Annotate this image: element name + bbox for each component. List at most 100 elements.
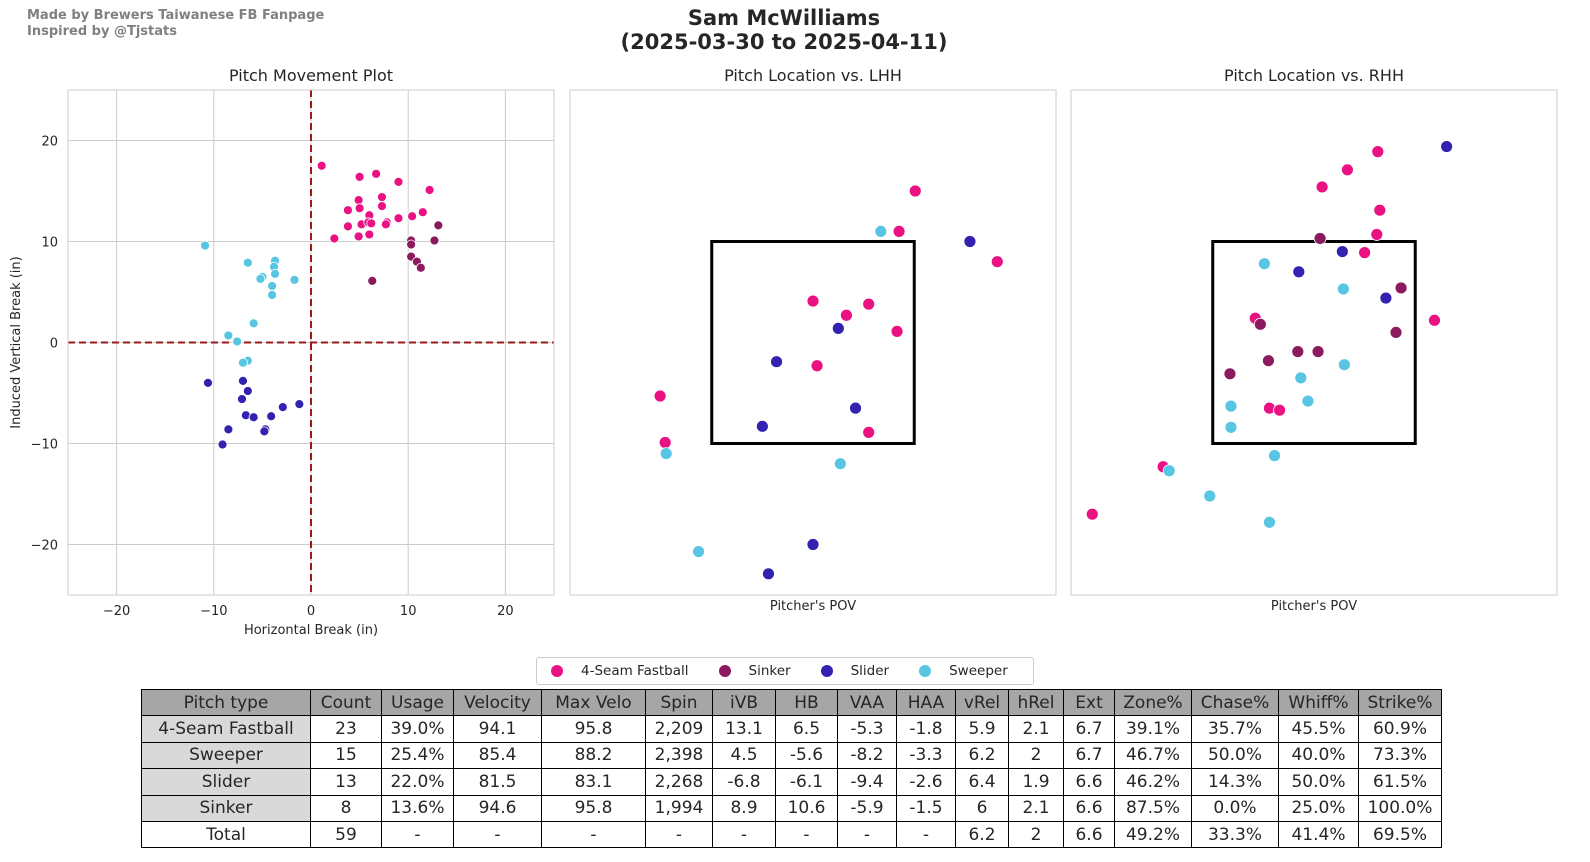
point-sweeper	[255, 273, 266, 284]
plot-title: Pitch Location vs. RHH	[1224, 66, 1404, 85]
point-4-seam-fastball	[377, 192, 387, 202]
table-cell: 5.9	[955, 715, 1009, 743]
point-sweeper	[267, 290, 278, 300]
table-cell: 6.2	[955, 741, 1009, 770]
legend-item: Slider	[820, 663, 890, 679]
table-cell: 73.3%	[1358, 741, 1442, 770]
pitch-type-cell: Total	[141, 820, 311, 849]
point-4-seam-fastball	[353, 195, 364, 205]
column-header: Velocity	[453, 688, 542, 717]
table-cell: 23	[310, 715, 382, 743]
x-tick-label: 10	[400, 604, 417, 619]
y-tick-label: −20	[31, 539, 58, 554]
point-slider	[248, 412, 259, 423]
point-4-seam-fastball	[862, 297, 876, 311]
column-header: hRel	[1008, 688, 1064, 717]
point-slider	[849, 401, 862, 415]
point-4-seam-fastball	[1358, 246, 1372, 260]
x-tick-label: −20	[103, 604, 130, 619]
point-4-seam-fastball	[371, 168, 382, 179]
point-4-seam-fastball	[1085, 507, 1099, 521]
point-slider	[203, 377, 213, 388]
axes-frame	[1070, 89, 1558, 596]
pitch-type-cell: Sinker	[141, 794, 311, 822]
point-sweeper	[242, 257, 253, 268]
legend-label: Slider	[850, 663, 890, 679]
legend-marker-icon	[718, 665, 731, 677]
column-header: VAA	[837, 688, 897, 717]
point-slider	[237, 394, 247, 404]
legend-item: Sinker	[718, 663, 791, 679]
point-sweeper	[248, 318, 259, 329]
table-cell: 40.0%	[1278, 741, 1359, 770]
point-sweeper	[1203, 489, 1217, 503]
point-slider	[1292, 265, 1306, 279]
chart-legend: 4-Seam Fastball Sinker Slider Sweeper	[536, 657, 1034, 685]
point-4-seam-fastball	[393, 177, 404, 187]
point-sweeper	[874, 224, 888, 238]
column-header: Strike%	[1358, 688, 1442, 717]
legend-item: Sweeper	[919, 663, 1008, 679]
table-cell: 6.2	[955, 820, 1009, 849]
table-cell: -6.1	[775, 768, 838, 796]
column-header: Usage	[381, 688, 454, 717]
table-cell: 94.1	[453, 715, 542, 743]
y-tick-label: 10	[41, 236, 58, 251]
table-cell: 6.6	[1063, 768, 1115, 796]
strike-zone	[1211, 240, 1417, 445]
point-4-seam-fastball	[366, 218, 377, 229]
table-cell: -5.3	[837, 715, 897, 743]
point-slider	[266, 411, 277, 422]
table-cell: -	[453, 820, 542, 849]
point-4-seam-fastball	[1370, 228, 1384, 241]
table-cell: -	[381, 820, 454, 849]
table-cell: 6	[955, 794, 1009, 822]
table-cell: -5.9	[837, 794, 897, 822]
point-slider	[755, 419, 769, 433]
table-cell: 95.8	[541, 794, 646, 822]
point-slider	[294, 399, 305, 410]
point-4-seam-fastball	[1371, 145, 1385, 159]
table-cell: 69.5%	[1358, 820, 1442, 849]
point-sweeper	[1263, 515, 1276, 529]
axes-frame	[67, 89, 555, 596]
point-4-seam-fastball	[990, 255, 1004, 269]
point-4-seam-fastball	[1373, 203, 1387, 217]
point-slider	[770, 355, 783, 369]
point-4-seam-fastball	[407, 211, 417, 222]
table-cell: -6.8	[712, 768, 776, 796]
table-cell: 87.5%	[1114, 794, 1192, 822]
pitch-type-cell: Slider	[141, 768, 311, 796]
point-slider	[238, 375, 248, 386]
plot-title: Pitch Movement Plot	[229, 66, 393, 85]
table-cell: -5.6	[775, 741, 838, 770]
legend-label: Sweeper	[949, 663, 1008, 679]
point-sinker	[1311, 345, 1325, 358]
table-cell: 0.0%	[1191, 794, 1279, 822]
point-slider	[806, 538, 820, 551]
table-cell: 6.7	[1063, 715, 1115, 743]
table-cell: 2.1	[1008, 715, 1064, 743]
point-sweeper	[270, 268, 280, 279]
point-sweeper	[289, 274, 300, 285]
column-header: vRel	[955, 688, 1009, 717]
table-cell: -3.3	[896, 741, 956, 770]
table-cell: 88.2	[541, 741, 646, 770]
point-4-seam-fastball	[417, 207, 428, 218]
pitch-type-cell: 4-Seam Fastball	[141, 715, 311, 743]
point-4-seam-fastball	[862, 425, 876, 439]
x-axis-label: Horizontal Break (in)	[244, 623, 378, 638]
point-sinker	[433, 220, 444, 231]
table-cell: 15	[310, 741, 382, 770]
table-cell: 33.3%	[1191, 820, 1279, 849]
point-4-seam-fastball	[806, 294, 820, 308]
point-slider	[242, 386, 253, 396]
point-sweeper	[692, 545, 705, 558]
table-cell: 14.3%	[1191, 768, 1279, 796]
table-cell: 60.9%	[1358, 715, 1442, 743]
point-sinker	[1394, 281, 1408, 295]
point-4-seam-fastball	[364, 229, 375, 240]
point-sweeper	[1224, 399, 1238, 413]
point-sinker	[1313, 232, 1327, 245]
column-header: Whiff%	[1278, 688, 1359, 717]
